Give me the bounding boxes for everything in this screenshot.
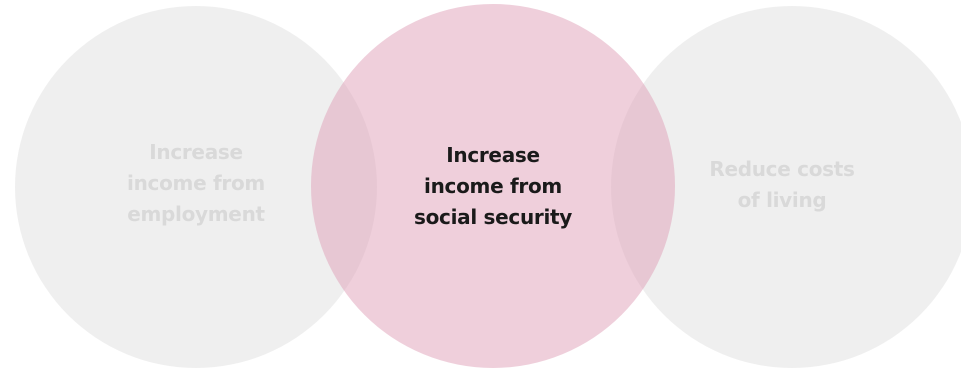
living-costs-label-line: Reduce costs xyxy=(709,157,855,181)
social-security-label-line: income from xyxy=(424,174,562,198)
employment-label-line: Increase xyxy=(149,140,243,164)
employment-label-line: employment xyxy=(127,202,265,226)
living-costs-label: Reduce costs of living xyxy=(682,154,882,216)
employment-label: Increase income from employment xyxy=(96,137,296,230)
living-costs-label-line: of living xyxy=(737,188,827,212)
social-security-label-line: Increase xyxy=(446,143,540,167)
employment-label-line: income from xyxy=(127,171,265,195)
social-security-label-line: social security xyxy=(413,205,573,229)
social-security-label: Increase income from social security xyxy=(393,140,593,233)
social-security-circle xyxy=(311,4,675,368)
